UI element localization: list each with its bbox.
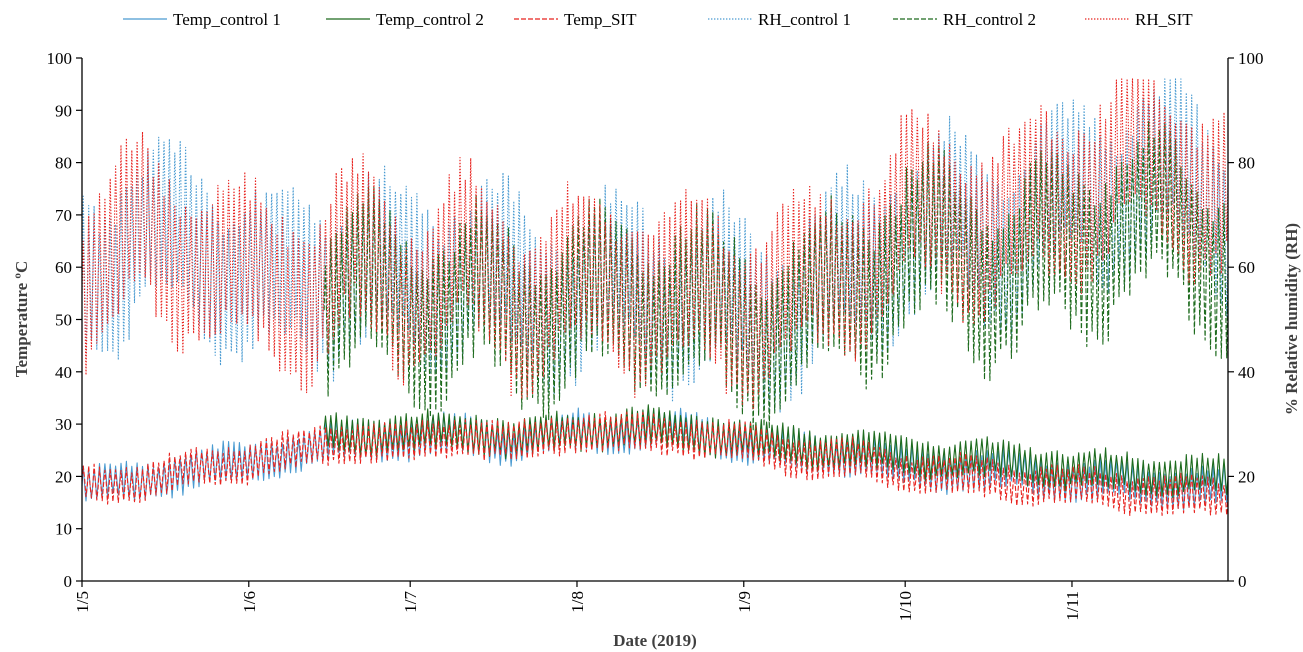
- x-tick-label: 1/5: [73, 591, 92, 613]
- x-tick-label: 1/10: [896, 591, 915, 621]
- legend-label: RH_control 2: [943, 10, 1036, 29]
- ticks-layer: 0 10 20 30 40 50 60 70 80 90 100 0 20 40 60 80 100 1/5 1/6…: [47, 49, 1264, 621]
- y-tick-label-left: 90: [55, 101, 72, 120]
- x-tick-label: 1/6: [240, 591, 259, 613]
- y-axis-title-right: % Relative humidity (RH): [1282, 223, 1301, 415]
- series-layer: [81, 78, 1229, 517]
- y-tick-label-right: 80: [1238, 154, 1255, 173]
- y-tick-label-left: 60: [55, 258, 72, 277]
- legend: Temp_control 1 Temp_control 2 Temp_SIT RH_c…: [123, 10, 1193, 29]
- legend-label: Temp_SIT: [564, 10, 637, 29]
- y-tick-label-left: 0: [64, 572, 73, 591]
- legend-label: RH_SIT: [1135, 10, 1193, 29]
- y-tick-label-right: 20: [1238, 467, 1255, 486]
- x-tick-label: 1/8: [568, 591, 587, 613]
- y-tick-label-left: 40: [55, 363, 72, 382]
- series-line-temp_sit: [81, 411, 1229, 517]
- x-axis-title: Date (2019): [613, 631, 697, 650]
- y-axis-title-left: Temperature ºC: [12, 261, 31, 378]
- y-tick-label-left: 50: [55, 311, 72, 330]
- y-tick-label-left: 80: [55, 154, 72, 173]
- legend-label: Temp_control 2: [376, 10, 484, 29]
- series-line-rh_control-1: [81, 78, 1229, 414]
- legend-label: Temp_control 1: [173, 10, 281, 29]
- y-tick-label-left: 100: [47, 49, 73, 68]
- y-tick-label-left: 70: [55, 206, 72, 225]
- x-tick-label: 1/9: [735, 591, 754, 613]
- y-tick-label-right: 40: [1238, 363, 1255, 382]
- series-line-rh_sit: [81, 78, 1229, 410]
- y-tick-label-left: 10: [55, 520, 72, 539]
- x-tick-label: 1/7: [401, 591, 420, 613]
- x-tick-label: 1/11: [1063, 591, 1082, 621]
- y-tick-label-right: 100: [1238, 49, 1264, 68]
- y-tick-label-right: 60: [1238, 258, 1255, 277]
- legend-label: RH_control 1: [758, 10, 851, 29]
- y-tick-label-left: 20: [55, 467, 72, 486]
- y-tick-label-right: 0: [1238, 572, 1247, 591]
- y-tick-label-left: 30: [55, 415, 72, 434]
